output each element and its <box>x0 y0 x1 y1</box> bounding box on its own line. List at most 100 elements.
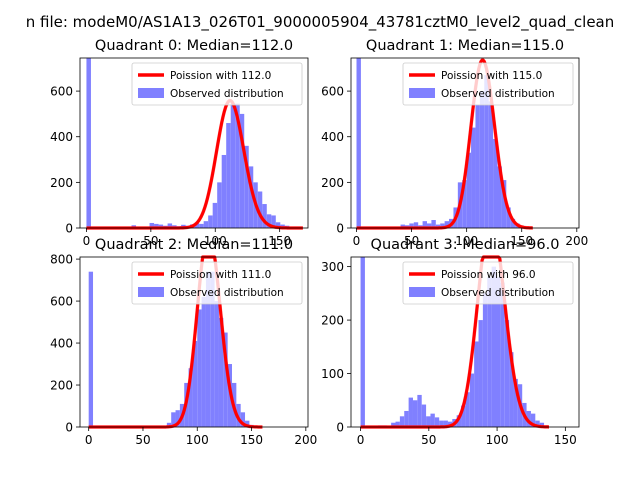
histogram-bar <box>539 422 545 427</box>
histogram-bar <box>192 340 198 427</box>
histogram-bar <box>495 277 501 427</box>
histogram-bar <box>430 413 435 427</box>
histogram-bar <box>487 277 492 427</box>
histogram-bar <box>412 400 418 427</box>
histogram-bar <box>421 404 427 427</box>
y-tick-label: 400 <box>50 337 73 351</box>
y-tick-label: 100 <box>321 367 344 381</box>
histogram-bar <box>509 352 514 427</box>
y-tick-label: 600 <box>50 85 73 99</box>
histogram-bar <box>221 154 227 228</box>
histogram-bar <box>491 266 496 427</box>
histogram-bar <box>440 223 445 228</box>
x-tick-label: 50 <box>404 234 419 248</box>
y-tick-label: 200 <box>321 314 344 328</box>
x-tick-label: 50 <box>421 433 436 447</box>
histogram-bar <box>500 282 505 427</box>
histogram-bar <box>395 421 400 427</box>
x-tick-label: 100 <box>455 234 478 248</box>
y-tick-label: 200 <box>50 176 73 190</box>
legend-box <box>131 62 303 106</box>
legend-label: Poission with 96.0 <box>441 269 536 281</box>
histogram-bar <box>530 413 536 427</box>
histogram-bar <box>245 420 250 427</box>
histogram-bar <box>484 75 489 228</box>
histogram-bar <box>223 332 228 427</box>
histogram-bar <box>439 420 444 427</box>
histogram-bar <box>205 271 211 427</box>
histogram-bar <box>171 412 176 427</box>
histogram-bar <box>413 222 419 228</box>
legend-label: Observed distribution <box>170 287 284 299</box>
histogram-bar <box>356 58 361 228</box>
histogram-bar <box>244 145 249 228</box>
histogram-bar <box>149 222 155 228</box>
histogram-bar <box>526 410 531 427</box>
histogram-bar <box>510 218 516 228</box>
y-tick-label: 600 <box>321 85 344 99</box>
histogram-bar <box>188 368 193 427</box>
histogram-bar <box>166 422 172 427</box>
histogram-bar <box>201 296 206 427</box>
subplot-2: Quadrant 2: Median=111.0 0 50 100 150 200 0 200… <box>50 237 317 447</box>
histogram-bar <box>360 257 365 427</box>
histogram-bar <box>199 223 204 228</box>
x-tick-label: 100 <box>186 433 209 447</box>
histogram-bar <box>493 139 498 228</box>
axes-frame <box>350 256 580 428</box>
histogram-bar <box>422 221 427 228</box>
histogram-bar <box>434 417 440 427</box>
histogram-bar <box>158 224 164 228</box>
histogram-bar <box>240 412 246 427</box>
histogram-bar <box>257 191 263 228</box>
histogram-bar <box>391 422 396 427</box>
histogram-bar <box>210 271 215 427</box>
subplot-title: Quadrant 3: Median=96.0 <box>371 237 560 253</box>
histogram-bar <box>275 222 281 228</box>
histogram-bar <box>203 221 209 228</box>
subplot-3: Quadrant 3: Median=96.0 0 50 100 150 0 100 200 3… <box>321 237 580 447</box>
histogram-bar <box>504 320 510 427</box>
histogram-bar <box>266 214 272 228</box>
histogram-bar <box>474 341 479 427</box>
histogram-bar <box>409 223 414 228</box>
histogram-bar <box>239 113 245 228</box>
x-tick-label: 0 <box>83 234 91 248</box>
subplot-title: Quadrant 2: Median=111.0 <box>95 237 293 253</box>
x-tick-label: 0 <box>353 234 361 248</box>
histogram-bar <box>280 224 285 228</box>
x-tick-label: 200 <box>565 234 588 248</box>
y-tick-label: 400 <box>321 130 344 144</box>
legend-hist-swatch <box>409 88 435 98</box>
y-tick-label: 0 <box>336 222 344 236</box>
histogram-bar <box>469 373 475 427</box>
legend-hist-swatch <box>409 287 435 297</box>
histogram-bar <box>444 221 450 228</box>
y-tick-label: 200 <box>321 176 344 190</box>
y-tick-label: 400 <box>50 130 73 144</box>
histogram-bar <box>456 415 462 427</box>
histogram-bar <box>417 394 422 427</box>
histogram-bar <box>443 420 448 427</box>
histogram-bar <box>465 392 470 427</box>
histogram-bar <box>497 166 502 228</box>
x-tick-label: 150 <box>554 433 577 447</box>
histogram-bar <box>88 271 94 427</box>
histogram-bar <box>400 224 405 228</box>
histogram-bar <box>208 215 213 228</box>
histogram-bar <box>513 378 518 427</box>
legend-label: Poission with 115.0 <box>441 70 542 82</box>
legend-label: Poission with 111.0 <box>170 269 271 281</box>
x-tick-label: 0 <box>85 433 93 447</box>
axes-frame <box>350 57 580 229</box>
axes-frame <box>79 256 309 428</box>
histogram-bar <box>475 104 480 228</box>
y-tick-label: 800 <box>50 253 73 267</box>
histogram-bar <box>230 103 236 228</box>
figure-suptitle: n file: modeM0/AS1A13_026T01_9000005904_… <box>26 13 615 32</box>
histogram-bar <box>479 91 485 228</box>
legend-hist-swatch <box>138 88 164 98</box>
histogram-bar <box>427 223 432 228</box>
histogram-bar <box>466 152 472 228</box>
x-tick-label: 100 <box>204 234 227 248</box>
